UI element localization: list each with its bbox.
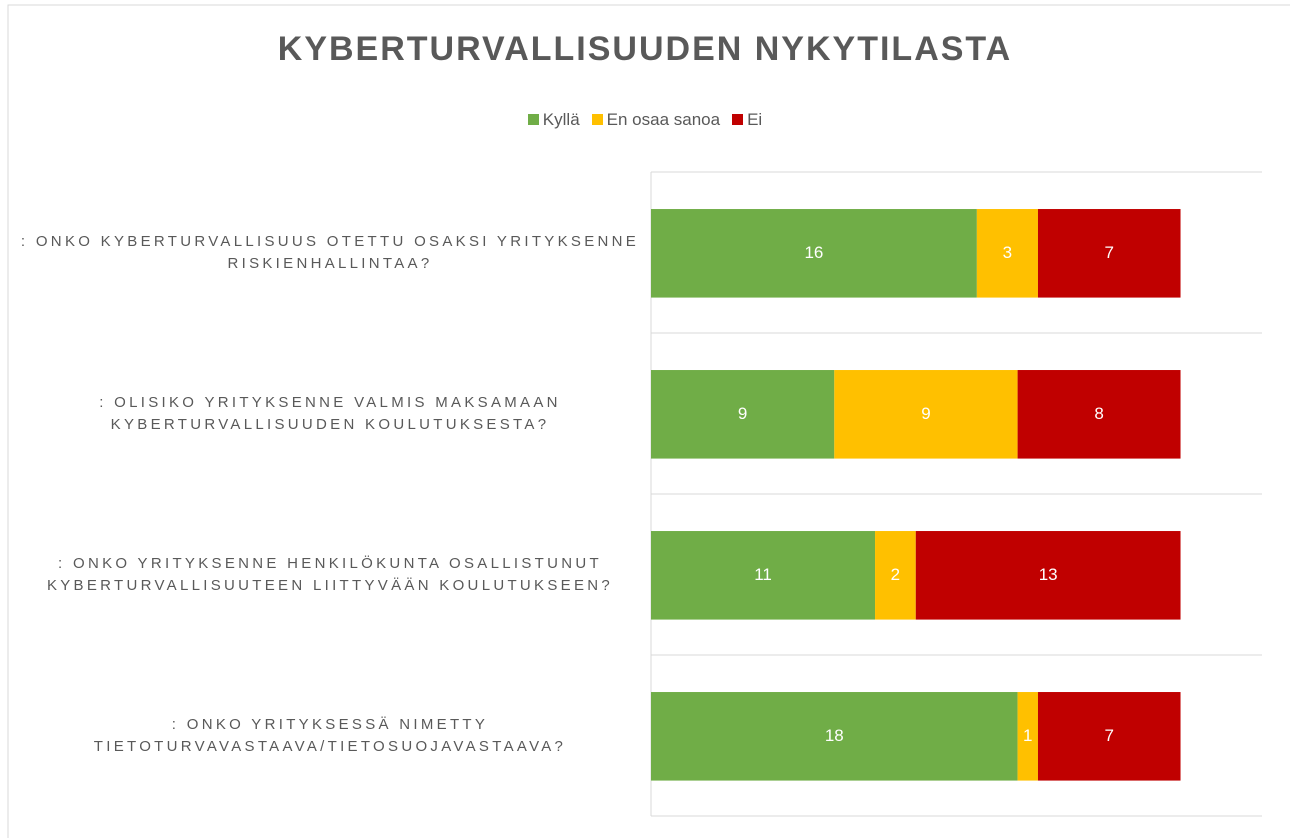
category-label: : ONKO YRITYKSENNE HENKILÖKUNTA OSALLIST…: [46, 554, 614, 594]
bar-segment: [875, 531, 916, 620]
value-label: 3: [1003, 243, 1012, 262]
value-label: 2: [891, 565, 900, 584]
legend-label: Kyllä: [542, 110, 580, 129]
bar-segment: [1017, 692, 1038, 781]
bar-segment: [1037, 692, 1181, 781]
value-label: 13: [1039, 565, 1058, 584]
legend-swatch: [527, 114, 539, 125]
value-label: 16: [804, 243, 823, 262]
value-label: 1: [1023, 726, 1032, 745]
legend-item: Ei: [732, 110, 762, 130]
value-label: 9: [738, 404, 747, 423]
bar-segment: [1017, 370, 1181, 459]
legend-label: Ei: [747, 110, 763, 129]
legend-item: Kyllä: [527, 110, 580, 130]
value-label: 8: [1094, 404, 1103, 423]
value-label: 11: [754, 565, 772, 584]
bar-segment: [915, 531, 1181, 620]
category-label: : ONKO YRITYKSESSÄ NIMETTY TIETOTURVAVAS…: [93, 715, 567, 755]
value-label: 7: [1105, 726, 1114, 745]
value-label: 18: [825, 726, 844, 745]
bar-segment: [651, 531, 876, 620]
legend: Kyllä En osaa sanoa Ei: [0, 110, 1290, 130]
legend-label: En osaa sanoa: [606, 110, 721, 129]
legend-item: En osaa sanoa: [591, 110, 721, 130]
value-label: 9: [921, 404, 930, 423]
value-label: 7: [1105, 243, 1114, 262]
bar-segment: [651, 370, 835, 459]
legend-swatch: [591, 114, 603, 125]
chart-title: KYBERTURVALLISUUDEN NYKYTILASTA: [277, 30, 1013, 68]
legend-swatch: [732, 114, 744, 125]
category-label: : OLISIKO YRITYKSENNE VALMIS MAKSAMAAN K…: [99, 393, 561, 433]
bar-segment: [976, 209, 1038, 298]
chart-border: [7, 4, 1290, 838]
bar-segment: [834, 370, 1018, 459]
bar-segment: [651, 209, 977, 298]
category-label: : ONKO KYBERTURVALLISUUS OTETTU OSAKSI Y…: [20, 232, 640, 272]
bar-segment: [1037, 209, 1181, 298]
bar-segment: [651, 692, 1018, 781]
